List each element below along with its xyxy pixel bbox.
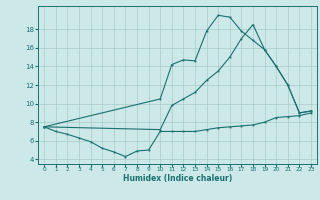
X-axis label: Humidex (Indice chaleur): Humidex (Indice chaleur)	[123, 174, 232, 183]
